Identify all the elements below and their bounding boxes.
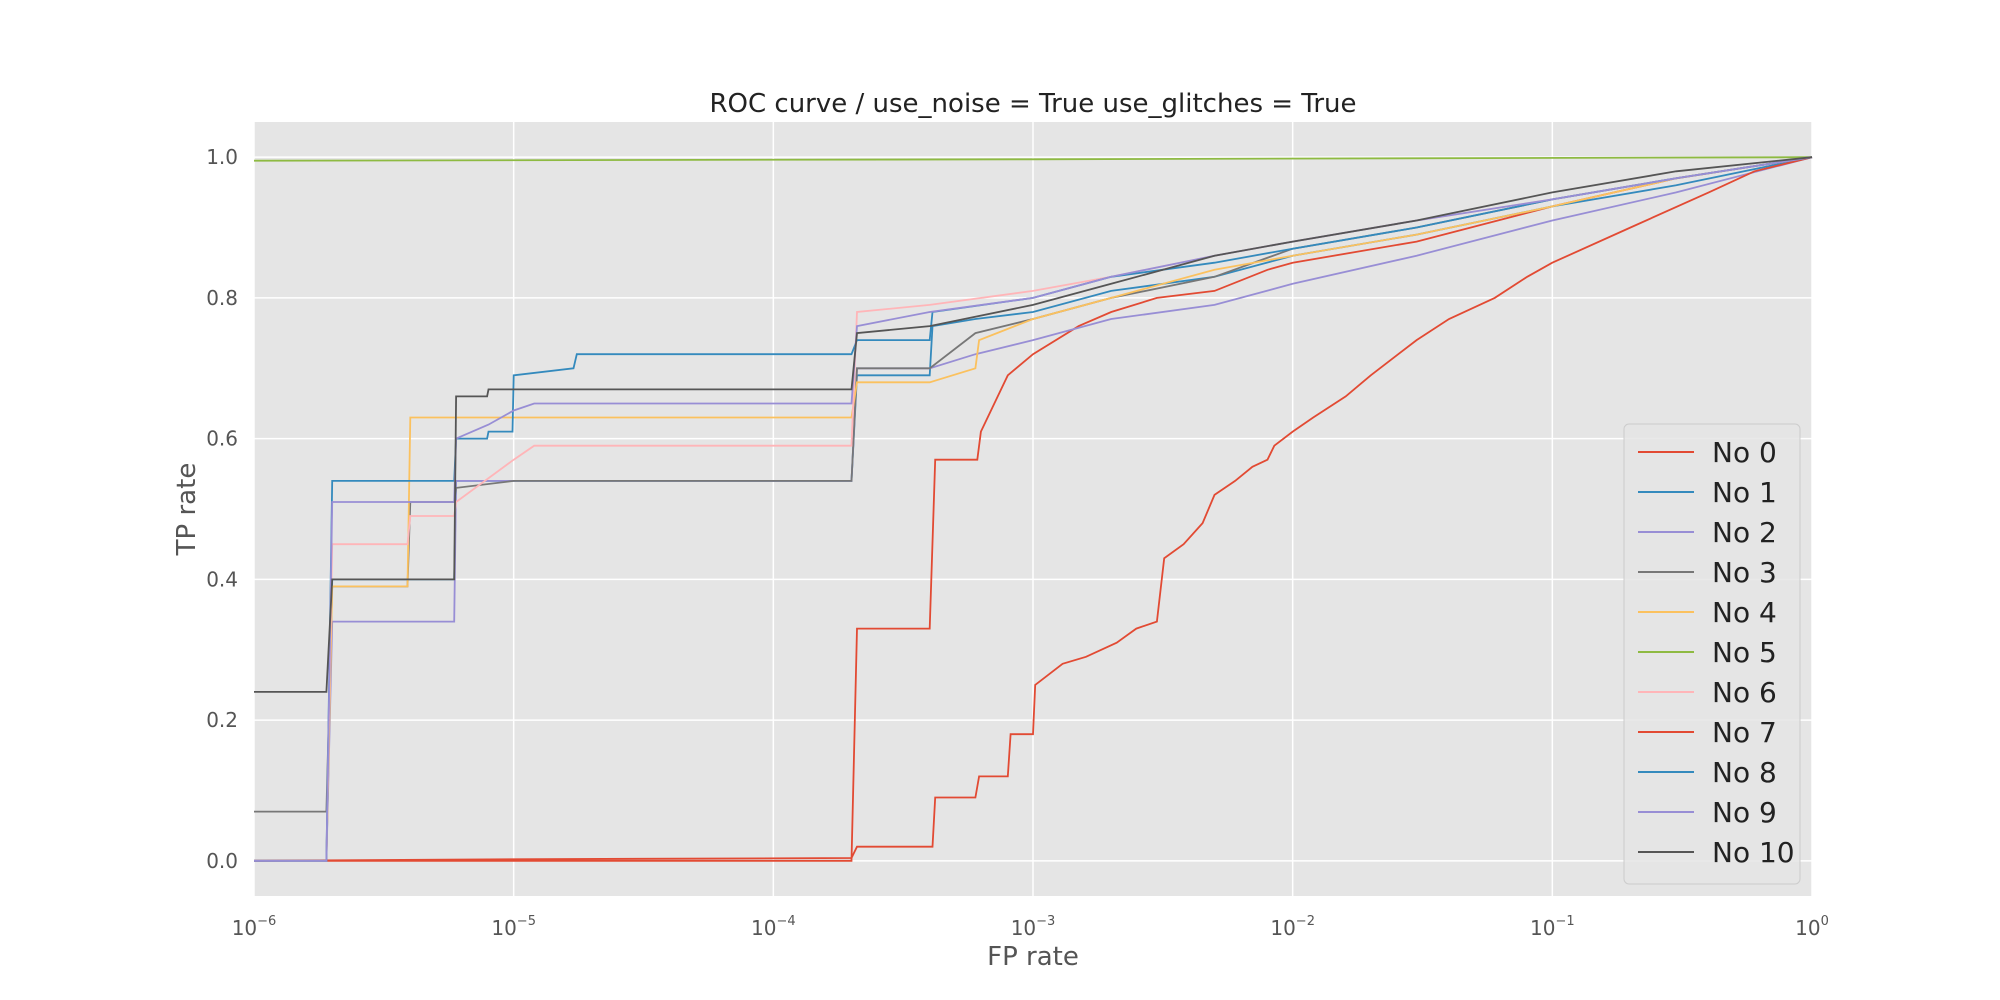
legend-label: No 4	[1712, 596, 1777, 629]
chart-title: ROC curve / use_noise = True use_glitche…	[709, 89, 1356, 119]
y-tick-label: 1.0	[206, 145, 238, 169]
legend: No 0 No 1 No 2 No 3 No 4 No 5 No 6 No 7 No 8 No 9…	[1623, 423, 1801, 885]
legend-label: No 8	[1712, 756, 1777, 789]
y-tick-label: 0.2	[206, 708, 238, 732]
series-line-10	[254, 156, 1813, 693]
x-tick-label: 10−1	[1530, 914, 1575, 940]
tick-labels: 10−6 10−5 10−4 10−3 10−2 10−1 100 0.0 0.2 0.4 0.6 0…	[206, 145, 1829, 940]
legend-box	[1623, 423, 1801, 885]
legend-label: No 10	[1712, 836, 1795, 869]
x-tick-label: 10−3	[1011, 914, 1056, 940]
series-line-0	[254, 156, 1813, 862]
series-line-4	[254, 156, 1813, 862]
legend-label: No 0	[1712, 436, 1777, 469]
series-line-7	[253, 156, 1813, 862]
legend-label: No 9	[1712, 796, 1777, 829]
series-line-8	[254, 156, 1813, 862]
legend-label: No 5	[1712, 636, 1777, 669]
x-axis-label: FP rate	[987, 942, 1079, 972]
x-tick-label: 10−4	[751, 914, 796, 940]
legend-label: No 7	[1712, 716, 1777, 749]
legend-label: No 1	[1712, 476, 1777, 509]
series-lines	[253, 156, 1813, 862]
y-axis-label: TP rate	[172, 463, 202, 557]
y-tick-label: 0.4	[206, 567, 238, 591]
x-tick-label: 100	[1795, 914, 1829, 940]
y-tick-label: 0.8	[206, 286, 238, 310]
x-tick-label: 10−5	[491, 914, 536, 940]
y-tick-label: 0.0	[206, 849, 238, 873]
series-line-5	[253, 156, 1813, 162]
legend-label: No 2	[1712, 516, 1777, 549]
x-tick-label: 10−6	[232, 914, 277, 940]
legend-label: No 3	[1712, 556, 1777, 589]
x-tick-label: 10−2	[1270, 914, 1315, 940]
y-tick-label: 0.6	[206, 427, 238, 451]
legend-label: No 6	[1712, 676, 1777, 709]
